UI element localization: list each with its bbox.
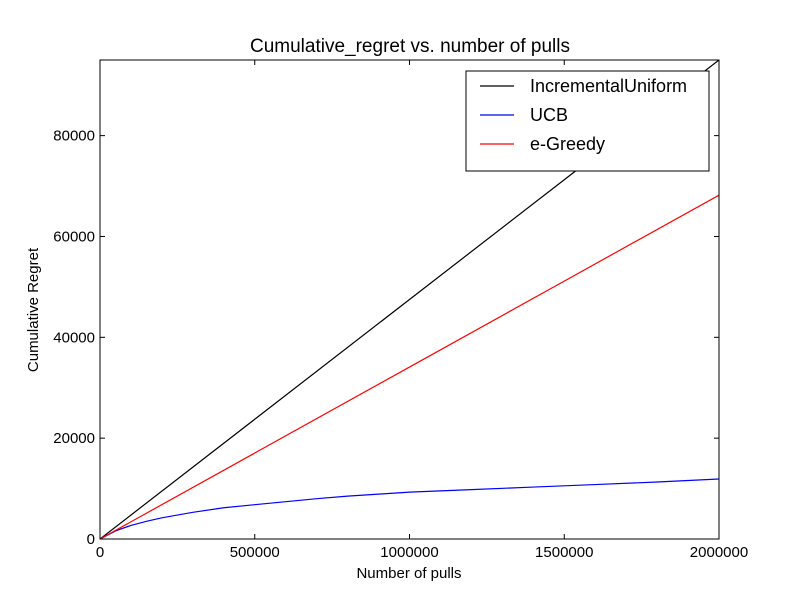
x-axis-label: Number of pulls xyxy=(356,565,461,582)
legend: IncrementalUniform UCB e-Greedy xyxy=(465,70,710,172)
series-line-e-greedy xyxy=(100,194,719,539)
series-line-ucb xyxy=(100,478,719,539)
legend-label: e-Greedy xyxy=(530,134,605,154)
legend-label: IncrementalUniform xyxy=(530,76,687,96)
y-tick-label: 60000 xyxy=(53,228,95,245)
legend-box xyxy=(465,70,710,172)
ticks: 0 500000 1000000 1500000 2000000 0 20000 40000 6… xyxy=(53,60,748,561)
y-tick-label: 80000 xyxy=(53,128,95,145)
x-tick-label: 500000 xyxy=(230,544,280,561)
x-tick-label: 1000000 xyxy=(380,544,438,561)
y-axis-label: Cumulative Regret xyxy=(25,247,42,372)
y-tick-label: 20000 xyxy=(53,430,95,447)
legend-label: UCB xyxy=(530,105,568,125)
y-tick-label: 40000 xyxy=(53,329,95,346)
x-tick-label: 1500000 xyxy=(535,544,593,561)
x-tick-label: 2000000 xyxy=(690,544,748,561)
x-tick-label: 0 xyxy=(96,544,104,561)
chart-title: Cumulative_regret vs. number of pulls xyxy=(250,36,570,57)
y-tick-label: 0 xyxy=(87,531,95,548)
